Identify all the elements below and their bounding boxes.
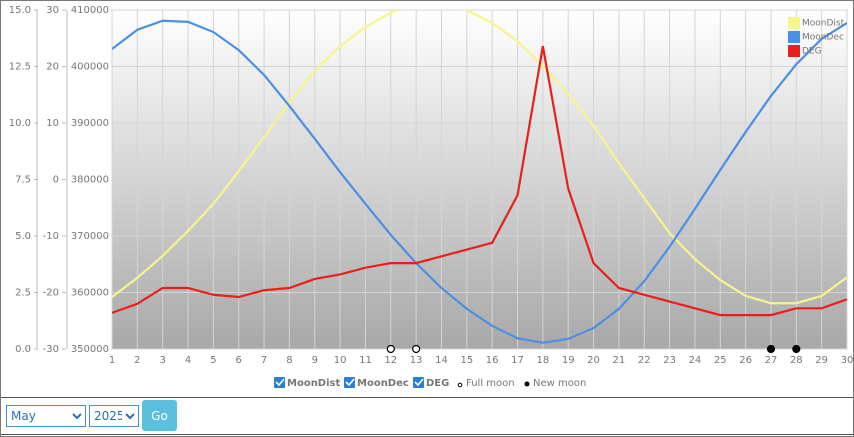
x-tick-label: 3 (160, 355, 166, 366)
y-tick-label: 350000 (71, 344, 109, 355)
x-tick-label: 15 (460, 355, 473, 366)
x-tick-label: 9 (312, 355, 318, 366)
legend-label: MoonDec (357, 378, 409, 389)
x-tick-label: 2 (134, 355, 140, 366)
check (275, 378, 285, 387)
x-tick-label: 14 (435, 355, 448, 366)
series-group (112, 10, 847, 344)
legend-label: MoonDist (802, 19, 845, 29)
y-tick-label: 390000 (71, 118, 109, 129)
x-tick-label: 21 (613, 355, 626, 366)
x-tick-label: 12 (384, 355, 397, 366)
check (345, 378, 355, 387)
x-tick-label: 23 (663, 355, 676, 366)
y-tick-label: 30 (46, 5, 59, 16)
y-tick-label: 410000 (71, 5, 109, 16)
x-tick-label: 16 (486, 355, 499, 366)
x-tick-label: 20 (587, 355, 600, 366)
legend-label: MoonDec (802, 33, 844, 43)
y-tick-label: 5.0 (15, 231, 31, 242)
y-tick-label: 2.5 (15, 288, 31, 299)
month-select[interactable]: May (6, 405, 86, 427)
x-tick-label: 26 (739, 355, 752, 366)
x-tick-label: 29 (815, 355, 828, 366)
legend-label: New moon (533, 378, 586, 389)
moon-marker (792, 344, 801, 354)
y-tick-label: 15.0 (9, 5, 31, 16)
x-tick-label: 17 (511, 355, 524, 366)
x-tick-label: 8 (286, 355, 292, 366)
moon-marker (766, 344, 776, 354)
legend-swatch (788, 31, 800, 43)
x-tick-label: 22 (638, 355, 651, 366)
year-select[interactable]: 2025 (89, 405, 139, 427)
controls: May 2025 Go (1, 397, 853, 435)
legend-label: DEG (802, 47, 822, 57)
legend-checkbox[interactable] (274, 377, 285, 388)
x-tick-label: 24 (689, 355, 702, 366)
x-tick-label: 4 (185, 355, 191, 366)
moon-marker (386, 344, 395, 354)
y-tick-label: 10 (46, 118, 59, 129)
y-tick-label: 20 (46, 62, 59, 73)
legend-symbol (457, 382, 463, 388)
x-tick-label: 18 (536, 355, 549, 366)
y-tick-label: 10.0 (9, 118, 31, 129)
legend-swatch (788, 45, 800, 57)
y-tick-label: 360000 (71, 288, 109, 299)
y-tick-label: 7.5 (15, 175, 31, 186)
x-tick-label: 6 (236, 355, 242, 366)
y-tick-label: 12.5 (9, 62, 31, 73)
series-line (112, 10, 847, 305)
x-tick-label: 25 (714, 355, 727, 366)
x-tick-label: 7 (261, 355, 267, 366)
check (414, 378, 424, 387)
y-tick-label: 0 (53, 175, 59, 186)
series-line (112, 19, 847, 344)
legend-checkbox[interactable] (344, 377, 355, 388)
x-tick-label: 19 (562, 355, 575, 366)
chart: 1 2 3 4 5 6 7 8 9 10 11 12 13 14 15 16 17 18 19 20 21 22 23 24 2… (9, 5, 854, 389)
legend-label: DEG (426, 378, 449, 389)
y-tick-label: 0.0 (15, 344, 31, 355)
y-tick-label: 380000 (71, 175, 109, 186)
x-tick-label: 11 (359, 355, 372, 366)
x-tick-label: 5 (210, 355, 216, 366)
moon-marker (412, 344, 421, 354)
y-tick-label: 400000 (71, 62, 109, 73)
y-tick-label: 370000 (71, 231, 109, 242)
x-tick-label: 1 (109, 355, 115, 366)
go-button[interactable]: Go (142, 400, 177, 431)
x-tick-label: 27 (765, 355, 778, 366)
y-tick-label: -10 (43, 231, 59, 242)
legend-label: Full moon (466, 378, 515, 389)
legend-swatch (788, 17, 800, 29)
legend-checkbox[interactable] (413, 377, 424, 388)
y-tick-label: -30 (43, 344, 59, 355)
x-tick-label: 10 (334, 355, 347, 366)
legend-label: MoonDist (287, 378, 340, 389)
legend-symbol (524, 381, 530, 387)
y-tick-label: -20 (43, 288, 59, 299)
series-line (112, 45, 847, 317)
x-tick-label: 13 (410, 355, 423, 366)
x-tick-label: 30 (841, 355, 853, 366)
x-tick-label: 28 (790, 355, 803, 366)
